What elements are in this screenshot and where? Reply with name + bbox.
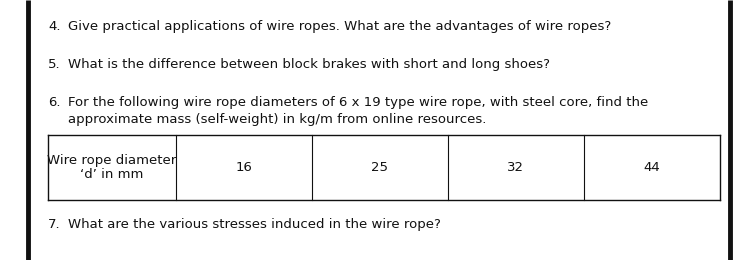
Text: 4.: 4. bbox=[48, 20, 61, 33]
Text: 32: 32 bbox=[507, 161, 524, 174]
Text: Give practical applications of wire ropes. What are the advantages of wire ropes: Give practical applications of wire rope… bbox=[68, 20, 611, 33]
Text: For the following wire rope diameters of 6 x 19 type wire rope, with steel core,: For the following wire rope diameters of… bbox=[68, 96, 649, 109]
Text: ‘d’ in mm: ‘d’ in mm bbox=[80, 168, 144, 181]
Text: Wire rope diameter: Wire rope diameter bbox=[47, 154, 177, 167]
Text: What are the various stresses induced in the wire rope?: What are the various stresses induced in… bbox=[68, 218, 441, 231]
Text: 6.: 6. bbox=[48, 96, 61, 109]
Text: 7.: 7. bbox=[48, 218, 61, 231]
Text: 25: 25 bbox=[371, 161, 388, 174]
Text: approximate mass (self-weight) in kg/m from online resources.: approximate mass (self-weight) in kg/m f… bbox=[68, 113, 486, 126]
Text: 44: 44 bbox=[643, 161, 660, 174]
Text: 5.: 5. bbox=[48, 58, 61, 71]
Text: 16: 16 bbox=[236, 161, 252, 174]
Text: What is the difference between block brakes with short and long shoes?: What is the difference between block bra… bbox=[68, 58, 550, 71]
